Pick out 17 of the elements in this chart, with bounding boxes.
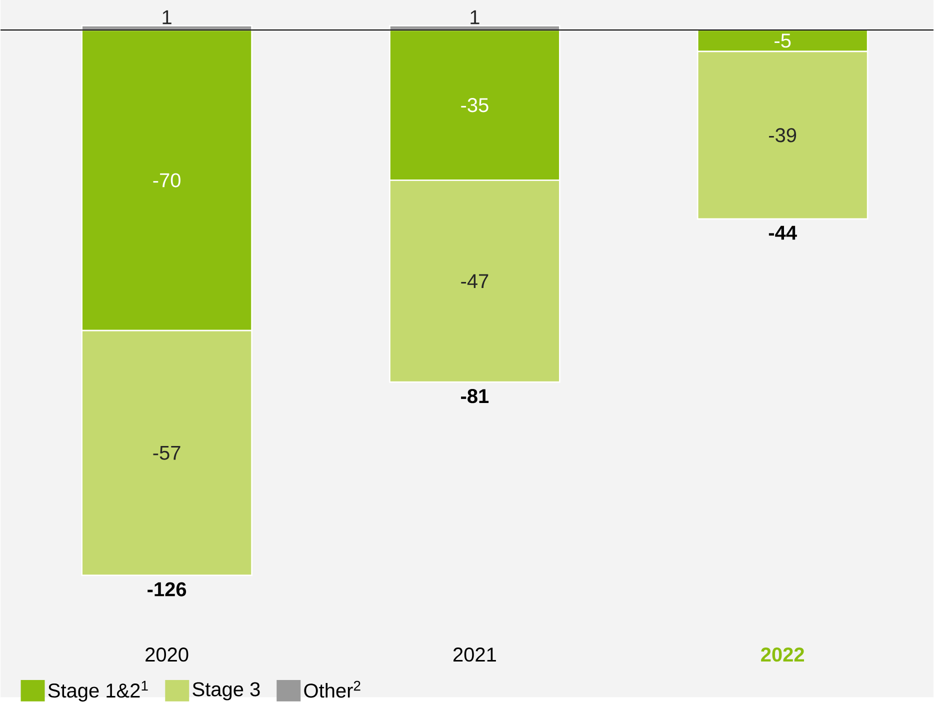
data-label: -57: [153, 446, 180, 460]
total-label: -44: [768, 226, 797, 240]
x-tick-label: 2020: [146, 648, 188, 662]
legend-label: Stage 3: [192, 682, 260, 700]
legend-label: Other$^{2}$: [304, 680, 360, 698]
data-label: -47: [461, 274, 488, 288]
total-label: -81: [461, 389, 489, 404]
data-label: -70: [153, 173, 180, 188]
x-tick-label: 2021: [453, 648, 496, 662]
x-tick-label: 2022: [761, 648, 804, 662]
data-label: 1: [470, 10, 480, 24]
data-label: 1: [162, 10, 172, 24]
total-label: -126: [148, 582, 186, 596]
legend-label: Stage 1&2$^{1}$: [48, 680, 148, 702]
data-label: -35: [461, 98, 488, 112]
data-label: -5: [774, 34, 791, 48]
data-label: -39: [769, 128, 796, 142]
